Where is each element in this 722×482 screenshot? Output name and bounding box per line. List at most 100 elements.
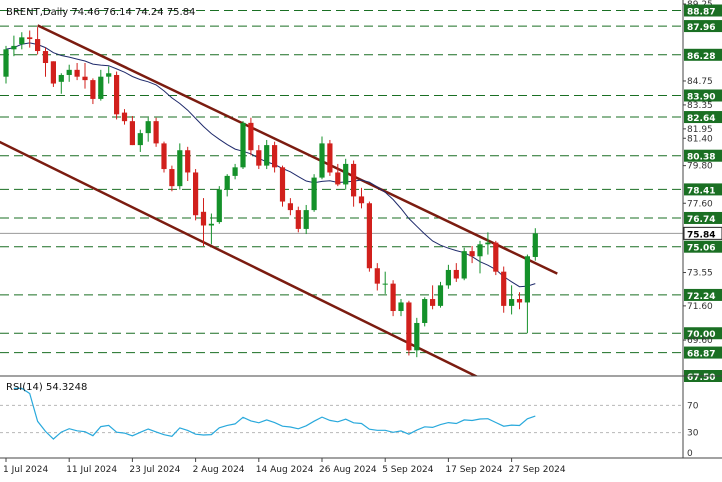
candle	[248, 117, 254, 156]
candle-body	[137, 133, 143, 146]
candle-body	[406, 302, 412, 351]
rsi-panel: 70 30 0	[0, 387, 699, 459]
candle	[3, 45, 9, 84]
candle-body	[145, 121, 151, 134]
candle-body	[343, 163, 349, 185]
candle	[256, 145, 262, 170]
candle	[287, 198, 293, 216]
candle	[477, 240, 483, 274]
candle	[11, 35, 17, 57]
price-axis-layer: 89.2588.8787.9686.2884.7583.9083.3582.64…	[683, 0, 722, 383]
candle-body	[445, 269, 451, 286]
candle-body	[42, 51, 49, 64]
level-price-box	[684, 211, 722, 224]
price-tick-label: 73.55	[687, 269, 713, 279]
candle-body	[414, 322, 420, 351]
last-price-label: 75.84	[687, 230, 715, 240]
candle	[532, 228, 538, 261]
price-tick-label: 79.80	[687, 162, 713, 172]
candle-body	[272, 145, 278, 168]
level-price-label: 86.28	[687, 52, 715, 62]
time-tick-label: 17 Sep 2024	[445, 465, 502, 475]
level-price-label: 67.50	[687, 373, 715, 383]
time-tick-label: 2 Aug 2024	[193, 465, 245, 475]
candle	[516, 292, 523, 310]
candle	[279, 165, 286, 207]
candle-body	[469, 251, 475, 257]
candle-body	[153, 121, 159, 144]
level-price-label: 82.64	[687, 114, 715, 124]
candle	[343, 158, 349, 190]
level-price-box	[684, 288, 722, 301]
candle-body	[90, 80, 96, 99]
candle	[430, 285, 436, 310]
level-price-box	[684, 327, 722, 340]
candle-body	[501, 271, 507, 306]
candle	[42, 47, 49, 77]
candle-body	[256, 150, 262, 166]
candle	[200, 198, 207, 247]
level-price-label: 75.06	[687, 244, 715, 254]
candle	[374, 263, 380, 291]
candle-body	[200, 211, 207, 226]
level-price-box	[684, 4, 722, 17]
candle-body	[50, 61, 56, 84]
rsi-tick-label: 0	[687, 449, 693, 459]
candle	[493, 240, 499, 276]
candle-body	[240, 122, 246, 168]
candle	[27, 30, 33, 48]
candle-body	[398, 302, 404, 312]
price-tick-label: 84.75	[687, 77, 713, 87]
candle	[398, 299, 404, 317]
level-price-box	[684, 89, 722, 102]
candle-body	[208, 223, 214, 226]
candle	[351, 160, 357, 207]
level-price-label: 78.41	[687, 186, 715, 196]
price-tick-label: 81.40	[687, 134, 713, 144]
candle-body	[169, 169, 175, 187]
candle	[461, 247, 467, 281]
candle	[240, 121, 246, 170]
candle-body	[224, 175, 230, 190]
candle-body	[121, 112, 128, 122]
candle	[422, 297, 428, 327]
candle-body	[516, 299, 523, 303]
main-chart-title: BRENT,Daily 74.46 76.14 74.24 75.84	[6, 7, 195, 18]
level-price-label: 88.87	[687, 7, 715, 17]
candle	[232, 163, 238, 180]
candle-body	[390, 283, 396, 312]
level-price-label: 87.96	[687, 23, 715, 33]
moving-average-layer	[5, 42, 536, 288]
candle-body	[248, 122, 254, 151]
candle	[469, 246, 475, 264]
candle-body	[303, 210, 309, 229]
rsi-line	[13, 387, 536, 440]
candle-body	[161, 143, 167, 170]
candle	[208, 213, 214, 245]
level-price-box	[684, 183, 722, 196]
candle	[295, 206, 301, 233]
time-tick-label: 5 Sep 2024	[382, 465, 434, 475]
candle-body	[311, 177, 317, 211]
candle-body	[129, 121, 135, 146]
candle	[335, 163, 341, 187]
candle	[445, 264, 451, 289]
candle-body	[82, 76, 88, 81]
candle-body	[327, 143, 333, 173]
candle-body	[437, 285, 444, 306]
candle	[193, 169, 199, 221]
candle	[406, 300, 412, 356]
candle-body	[295, 210, 301, 229]
trendline	[0, 140, 479, 376]
candle	[311, 174, 317, 212]
level-price-label: 72.24	[687, 292, 715, 302]
candle	[501, 266, 507, 313]
candle-body	[193, 172, 199, 216]
level-price-box	[684, 346, 722, 359]
time-tick-label: 1 Jul 2024	[3, 465, 48, 475]
trendlines-layer	[0, 24, 558, 376]
candle-body	[264, 145, 270, 166]
trendline	[37, 24, 558, 275]
candle-body	[35, 39, 41, 52]
candle	[303, 204, 309, 235]
